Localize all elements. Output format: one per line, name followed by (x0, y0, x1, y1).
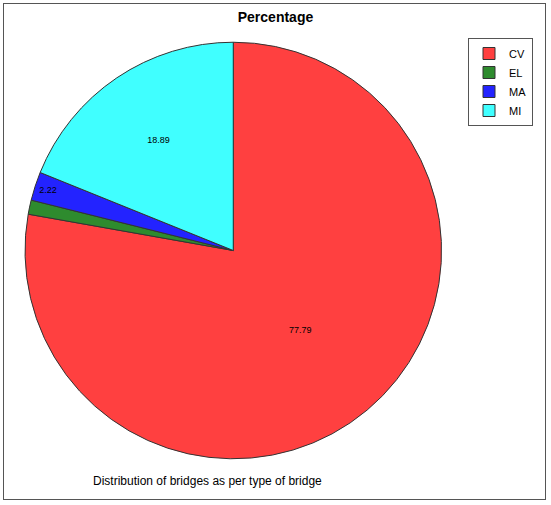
svg-text:Percentage: Percentage (238, 9, 314, 25)
svg-text:EL: EL (509, 67, 522, 79)
svg-text:MA: MA (509, 86, 526, 98)
svg-text:CV: CV (509, 48, 525, 60)
svg-text:18.89: 18.89 (147, 135, 170, 145)
svg-text:77.79: 77.79 (289, 325, 312, 335)
svg-text:Distribution of bridges as per: Distribution of bridges as per type of b… (93, 474, 322, 488)
svg-text:MI: MI (509, 105, 521, 117)
svg-text:2.22: 2.22 (39, 185, 57, 195)
